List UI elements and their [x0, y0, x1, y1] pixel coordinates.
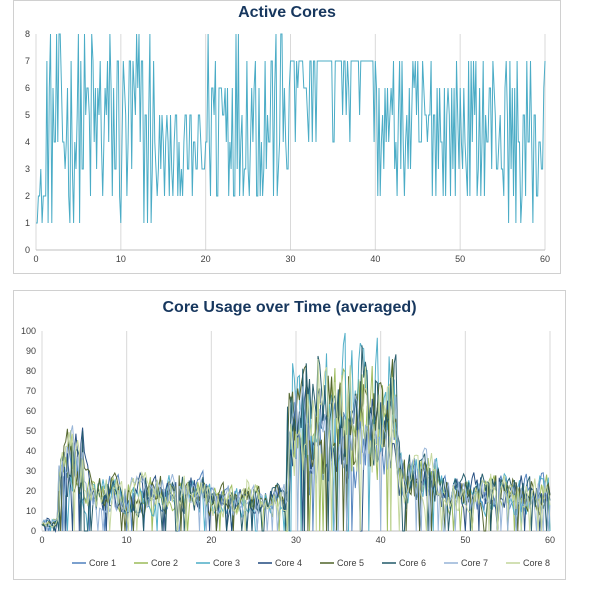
x-tick-label: 10 [122, 535, 132, 545]
chart-title: Core Usage over Time (averaged) [162, 299, 417, 316]
legend-label: Core 7 [461, 558, 488, 568]
y-tick-label: 5 [25, 110, 30, 120]
x-tick-label: 60 [540, 254, 550, 264]
y-tick-label: 0 [25, 245, 30, 255]
y-tick-label: 6 [25, 83, 30, 93]
x-tick-label: 40 [370, 254, 380, 264]
y-tick-label: 7 [25, 56, 30, 66]
active-cores-plot: 0 10 20 30 40 50 60 0 1 2 3 4 5 6 7 8 [25, 29, 550, 264]
x-tick-label: 10 [116, 254, 126, 264]
y-tick-label: 50 [26, 426, 36, 436]
x-tick-label: 30 [285, 254, 295, 264]
core-usage-plot: 0 10 20 30 40 50 60 0 10 20 30 40 50 60 70 80 90 100 Core … [21, 326, 555, 568]
y-tick-label: 20 [26, 486, 36, 496]
legend-label: Core 1 [89, 558, 116, 568]
x-tick-label: 60 [545, 535, 555, 545]
x-tick-label: 20 [206, 535, 216, 545]
x-tick-label: 50 [455, 254, 465, 264]
y-tick-label: 30 [26, 466, 36, 476]
active-cores-chart: Active Cores 0 10 20 30 40 50 60 0 1 2 3 4 5 6 7 8 [13, 0, 561, 274]
x-tick-label: 40 [376, 535, 386, 545]
core-usage-chart: Core Usage over Time (averaged) 0 10 20 30 4… [13, 290, 566, 580]
legend-label: Core 5 [337, 558, 364, 568]
active-cores-line [36, 33, 546, 224]
x-tick-label: 20 [201, 254, 211, 264]
y-tick-label: 70 [26, 386, 36, 396]
x-tick-label: 30 [291, 535, 301, 545]
y-tick-label: 90 [26, 346, 36, 356]
legend-label: Core 8 [523, 558, 550, 568]
x-tick-label: 50 [460, 535, 470, 545]
legend-label: Core 2 [151, 558, 178, 568]
y-tick-label: 10 [26, 506, 36, 516]
series-line-core-8 [41, 358, 551, 532]
x-tick-label: 0 [33, 254, 38, 264]
legend-label: Core 6 [399, 558, 426, 568]
x-tick-label: 0 [39, 535, 44, 545]
y-tick-label: 1 [25, 218, 30, 228]
y-tick-label: 40 [26, 446, 36, 456]
chart-title: Active Cores [238, 4, 336, 21]
legend-label: Core 3 [213, 558, 240, 568]
legend-label: Core 4 [275, 558, 302, 568]
y-tick-label: 0 [31, 526, 36, 536]
y-tick-label: 4 [25, 137, 30, 147]
series-line-core-1 [41, 401, 551, 532]
y-tick-label: 3 [25, 164, 30, 174]
y-tick-label: 8 [25, 29, 30, 39]
y-tick-label: 60 [26, 406, 36, 416]
y-tick-label: 100 [21, 326, 36, 336]
series-line-core-7 [41, 386, 551, 532]
y-tick-label: 80 [26, 366, 36, 376]
y-tick-label: 2 [25, 191, 30, 201]
